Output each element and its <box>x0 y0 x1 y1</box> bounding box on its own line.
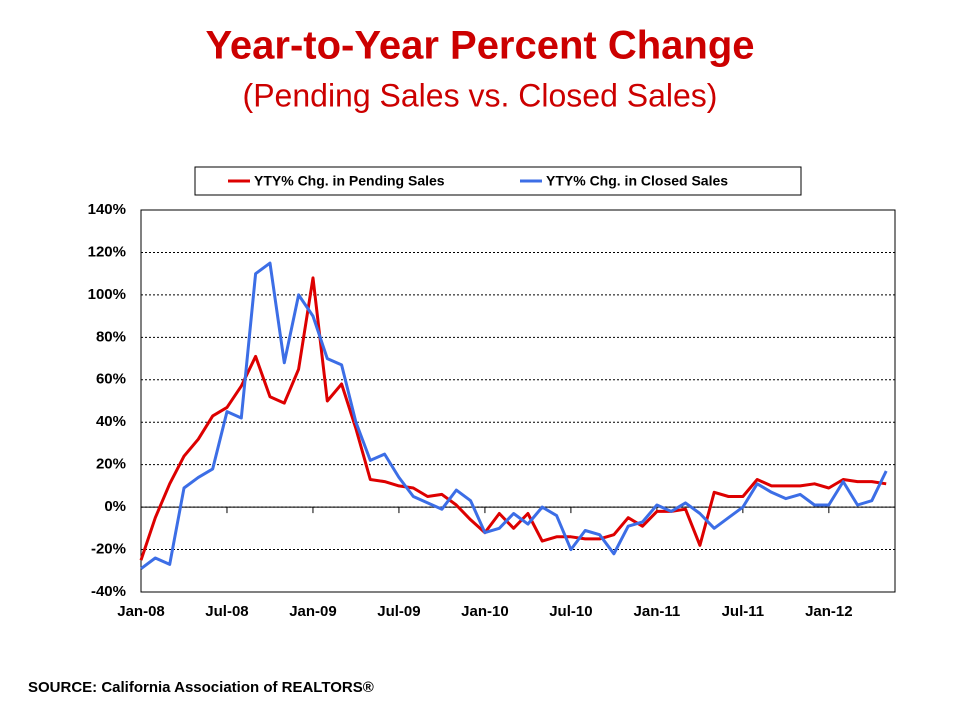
x-tick-label: Jan-12 <box>805 603 853 620</box>
series-line <box>140 261 888 570</box>
x-tick-label: Jul-11 <box>722 603 765 620</box>
x-tick-label: Jan-10 <box>461 603 509 620</box>
y-tick-label: 120% <box>88 243 126 260</box>
x-tick-label: Jan-09 <box>289 603 337 620</box>
chart-subtitle: (Pending Sales vs. Closed Sales) <box>243 77 718 113</box>
y-tick-label: 140% <box>88 201 126 218</box>
source-note: SOURCE: California Association of REALTO… <box>28 679 374 696</box>
y-tick-label: 60% <box>96 371 126 388</box>
x-tick-label: Jul-08 <box>205 603 248 620</box>
x-tick-label: Jan-08 <box>117 603 165 620</box>
y-tick-label: 0% <box>104 498 126 515</box>
x-tick-label: Jul-09 <box>377 603 420 620</box>
legend-label: YTY% Chg. in Pending Sales <box>254 173 445 189</box>
y-tick-label: 80% <box>96 328 126 345</box>
plot-area <box>140 209 896 593</box>
legend-label: YTY% Chg. in Closed Sales <box>546 173 728 189</box>
y-tick-label: -20% <box>91 541 126 558</box>
x-tick-label: Jul-10 <box>549 603 592 620</box>
legend-box <box>194 166 802 196</box>
y-tick-label: 40% <box>96 413 126 430</box>
x-tick-label: Jan-11 <box>634 603 681 620</box>
y-tick-label: 100% <box>88 286 126 303</box>
y-tick-label: -40% <box>91 583 126 600</box>
y-tick-label: 20% <box>96 456 126 473</box>
series-line <box>139 276 887 561</box>
chart-title: Year-to-Year Percent Change <box>205 24 754 68</box>
